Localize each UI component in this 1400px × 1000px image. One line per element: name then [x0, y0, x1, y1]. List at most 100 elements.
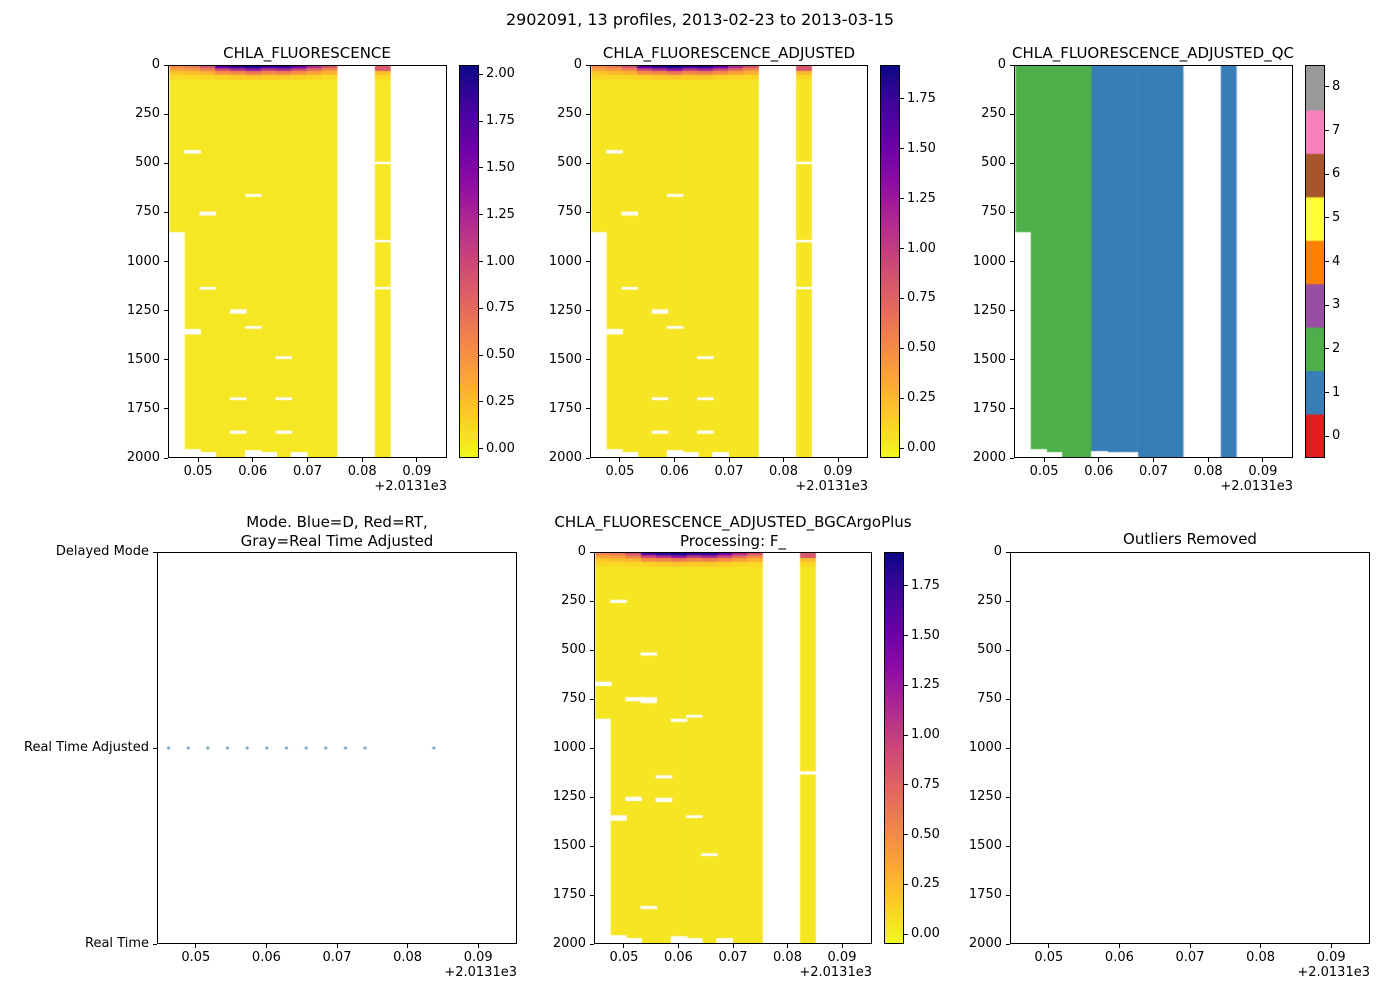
- x-tick: [416, 458, 418, 462]
- y-tick-label: 1750: [972, 400, 1006, 416]
- x-tick-label: 0.08: [347, 464, 377, 479]
- y-tick: [586, 457, 590, 459]
- x-tick-label: 0.08: [393, 950, 423, 965]
- x-tick-label: 0.07: [714, 464, 744, 479]
- y-tick-label: 500: [977, 642, 1002, 657]
- y-tick-label: 1750: [548, 400, 582, 416]
- title-chla-fluorescence: CHLA_FLUORESCENCE: [223, 44, 391, 62]
- x-axis-offset-label: +2.0131e3: [374, 479, 447, 494]
- y-tick-label: 250: [561, 593, 586, 608]
- x-tick: [407, 944, 409, 948]
- y-tick: [590, 894, 594, 896]
- colorbar-tick: [904, 635, 908, 637]
- colorbar-tick: [479, 401, 483, 403]
- title-outliers-removed: Outliers Removed: [1123, 530, 1257, 548]
- x-tick-label: 0.08: [769, 464, 798, 479]
- y-tick-label: 0: [993, 544, 1002, 559]
- y-tick: [1006, 649, 1010, 651]
- x-tick-label: 0.07: [293, 464, 322, 479]
- chla-fluorescence-adjusted-heatmap-canvas: [591, 66, 867, 457]
- colorbar-tick-label: 0: [1332, 428, 1341, 444]
- title-bgcargoplus-line1: CHLA_FLUORESCENCE_ADJUSTED_BGCArgoPlus: [554, 513, 912, 531]
- y-tick-label: 2000: [972, 450, 1006, 465]
- y-tick: [164, 310, 168, 312]
- y-tick-label: 250: [135, 106, 160, 122]
- x-tick: [841, 944, 843, 948]
- colorbar-tick-label: 7: [1332, 122, 1341, 138]
- y-category-label: Delayed Mode: [55, 544, 149, 559]
- colorbar-tick: [1325, 348, 1329, 350]
- colorbar-tick-label: 1.00: [907, 240, 936, 256]
- x-tick: [197, 458, 199, 462]
- y-tick-label: 1750: [126, 400, 160, 416]
- colorbar-tick: [1325, 435, 1329, 437]
- y-tick-label: 750: [561, 691, 586, 706]
- colorbar-tick-label: 6: [1332, 166, 1341, 182]
- y-tick-label: 1000: [548, 253, 582, 269]
- x-tick: [336, 944, 338, 948]
- x-axis-offset-label: +2.0131e3: [444, 965, 517, 980]
- x-tick-label: 0.06: [664, 950, 693, 965]
- colorbar-tick: [904, 585, 908, 587]
- y-tick: [586, 162, 590, 164]
- y-tick: [153, 747, 157, 749]
- axes-chla-fluorescence-adjusted-qc: [1014, 65, 1293, 458]
- y-tick-label: 500: [561, 642, 586, 657]
- colorbar-tick: [479, 73, 483, 75]
- x-tick: [728, 458, 730, 462]
- x-axis-offset-label: +2.0131e3: [799, 965, 872, 980]
- axes-mode-scatter: [157, 552, 517, 944]
- y-tick: [590, 845, 594, 847]
- y-tick: [590, 698, 594, 700]
- x-tick-label: 0.09: [1248, 464, 1278, 479]
- y-tick: [590, 943, 594, 945]
- x-tick-label: 0.09: [402, 464, 432, 479]
- x-tick: [732, 944, 734, 948]
- colorbar-tick: [479, 167, 483, 169]
- y-tick-label: 0: [151, 57, 160, 72]
- axes-bgcargoplus: [594, 552, 872, 944]
- colorbar-tick-label: 1.50: [911, 627, 940, 643]
- colorbar-tick-label: 8: [1332, 78, 1341, 94]
- colorbar-tick-label: 5: [1332, 209, 1341, 225]
- y-tick-label: 250: [977, 593, 1002, 608]
- y-tick-label: 750: [981, 204, 1006, 220]
- x-tick-label: 0.07: [1175, 950, 1205, 965]
- y-tick: [1006, 600, 1010, 602]
- x-tick: [195, 944, 197, 948]
- colorbar-tick: [1325, 217, 1329, 219]
- colorbar-tick-label: 1.50: [907, 140, 936, 156]
- y-tick-label: 250: [557, 106, 582, 122]
- colorbar-tick-label: 1.00: [486, 253, 515, 269]
- y-tick-label: 1750: [968, 887, 1002, 902]
- x-tick-label: 0.06: [1084, 464, 1114, 479]
- colorbar-tick-label: 0.50: [486, 347, 515, 363]
- y-tick-label: 1000: [968, 740, 1002, 755]
- x-tick: [677, 944, 679, 948]
- y-tick: [586, 113, 590, 115]
- colorbar-chla-fluorescence: [459, 65, 479, 458]
- y-tick-label: 0: [577, 544, 586, 559]
- y-tick: [586, 310, 590, 312]
- y-tick: [153, 943, 157, 945]
- y-tick-label: 500: [981, 155, 1006, 171]
- colorbar-canvas: [885, 553, 903, 943]
- colorbar-canvas: [460, 66, 478, 457]
- x-tick: [673, 458, 675, 462]
- colorbar-tick: [900, 297, 904, 299]
- y-tick: [586, 64, 590, 66]
- colorbar-tick: [904, 933, 908, 935]
- y-category-label: Real Time Adjusted: [24, 740, 149, 755]
- y-tick: [1010, 408, 1014, 410]
- x-tick-label: 0.06: [238, 464, 268, 479]
- y-tick-label: 2000: [126, 450, 160, 465]
- y-tick-label: 1250: [548, 302, 582, 318]
- x-tick-label: 0.05: [1029, 464, 1059, 479]
- colorbar-tick-label: 0.00: [907, 440, 936, 456]
- title-mode-line1: Mode. Blue=D, Red=RT,: [246, 513, 428, 531]
- y-tick-label: 0: [573, 57, 582, 72]
- x-tick: [837, 458, 839, 462]
- y-tick: [1010, 113, 1014, 115]
- colorbar-canvas: [881, 66, 899, 457]
- y-tick: [164, 359, 168, 361]
